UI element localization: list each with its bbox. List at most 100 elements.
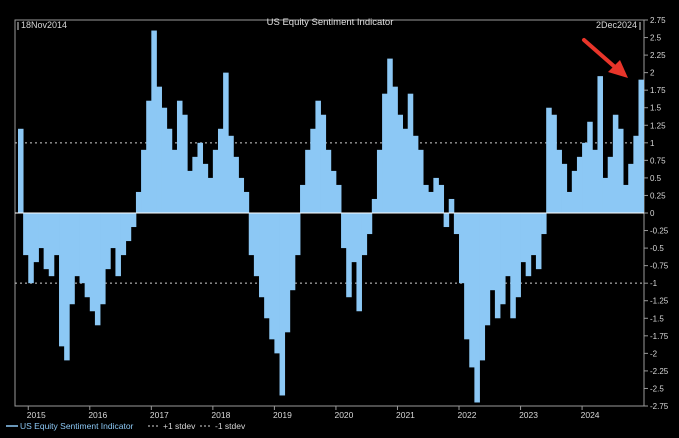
data-bar [64,213,70,361]
data-bar [479,213,486,361]
y-tick-label: 1 [650,139,655,148]
data-bar [376,149,383,213]
data-bar [423,184,429,213]
data-bar [207,177,214,213]
y-tick-label: -2.75 [650,402,669,411]
data-bar [330,170,337,213]
data-bar [535,213,542,270]
data-bar [551,114,557,213]
legend-series-label: US Equity Sentiment Indicator [20,421,134,431]
y-tick-label: -2.25 [650,367,669,376]
y-tick-label: 1.25 [650,121,666,130]
data-bar [351,213,357,263]
x-tick-label: 2015 [27,410,46,420]
data-bars [18,30,645,403]
x-tick-label: 2023 [519,410,538,420]
data-bar [382,93,388,213]
data-bar [84,213,91,298]
data-bar [300,184,306,213]
data-bar [371,198,378,213]
data-bar [417,149,424,213]
end-date-label: 2Dec2024 [596,20,637,30]
data-bar [28,213,34,284]
data-bar [289,213,296,291]
y-tick-label: 0.25 [650,191,666,200]
y-tick-label: 0 [650,209,655,218]
data-bar [571,170,578,213]
data-bar [146,100,152,213]
data-bar [74,213,80,277]
y-tick-label: -0.25 [650,227,669,236]
y-tick-label: -0.5 [650,244,664,253]
data-bar [228,135,234,213]
data-bar [253,213,260,277]
data-bar [320,114,327,213]
data-bar [387,58,393,213]
y-tick-label: -2.5 [650,384,664,393]
data-bar [346,213,352,298]
data-bar [412,135,419,213]
data-bar [197,142,204,213]
data-bar [341,213,347,249]
data-bar [315,100,321,213]
y-tick-label: -1.75 [650,332,669,341]
data-bar [100,213,106,305]
x-tick-label: 2018 [211,410,230,420]
data-bar [176,100,183,213]
y-tick-label: -1 [650,279,658,288]
data-bar [274,213,280,354]
data-bar [356,213,362,312]
data-bar [156,86,162,213]
legend: US Equity Sentiment Indicator +1 stdev -… [6,421,246,431]
data-bar [115,213,121,277]
data-bar [597,76,603,214]
y-tick-label: -1.25 [650,297,669,306]
data-bar [125,213,132,242]
data-bar [428,191,434,213]
data-bar [43,213,50,270]
data-bar [141,149,147,213]
data-bar [520,213,527,263]
x-tick-label: 2019 [273,410,292,420]
data-bar [623,184,629,213]
data-bar [120,213,127,256]
chart-title: US Equity Sentiment Indicator [267,17,394,28]
data-bar [515,213,521,298]
data-bar [212,149,219,213]
data-bar [279,213,286,396]
data-bar [130,213,137,228]
data-bar [284,213,291,333]
data-bar [248,213,255,256]
data-bar [223,72,229,214]
data-bar [325,149,332,213]
legend-minus-label: -1 stdev [215,421,246,431]
red-arrow-icon [582,38,628,78]
y-tick-label: 2.75 [650,16,666,25]
data-bar [94,213,101,326]
data-bar [500,213,506,305]
data-bar [612,114,619,213]
y-tick-label: 1.5 [650,104,662,113]
x-tick-label: 2022 [458,410,477,420]
data-bar [59,213,65,347]
data-bar [69,213,75,305]
data-bar [602,177,609,213]
data-bar [392,86,398,213]
data-bar [187,170,193,213]
start-date-label: 18Nov2014 [21,20,67,30]
data-bar [259,213,265,298]
data-bar [202,163,209,213]
data-bar [151,30,157,214]
data-bar [628,163,634,213]
data-bar [366,213,373,235]
data-bar [53,213,60,256]
data-bar [48,213,55,277]
data-bar [576,156,583,213]
data-bar [238,177,245,213]
data-bar [269,213,275,340]
data-bar [617,128,624,213]
x-tick-label: 2024 [581,410,600,420]
data-bar [79,213,86,284]
data-bar [33,213,39,263]
